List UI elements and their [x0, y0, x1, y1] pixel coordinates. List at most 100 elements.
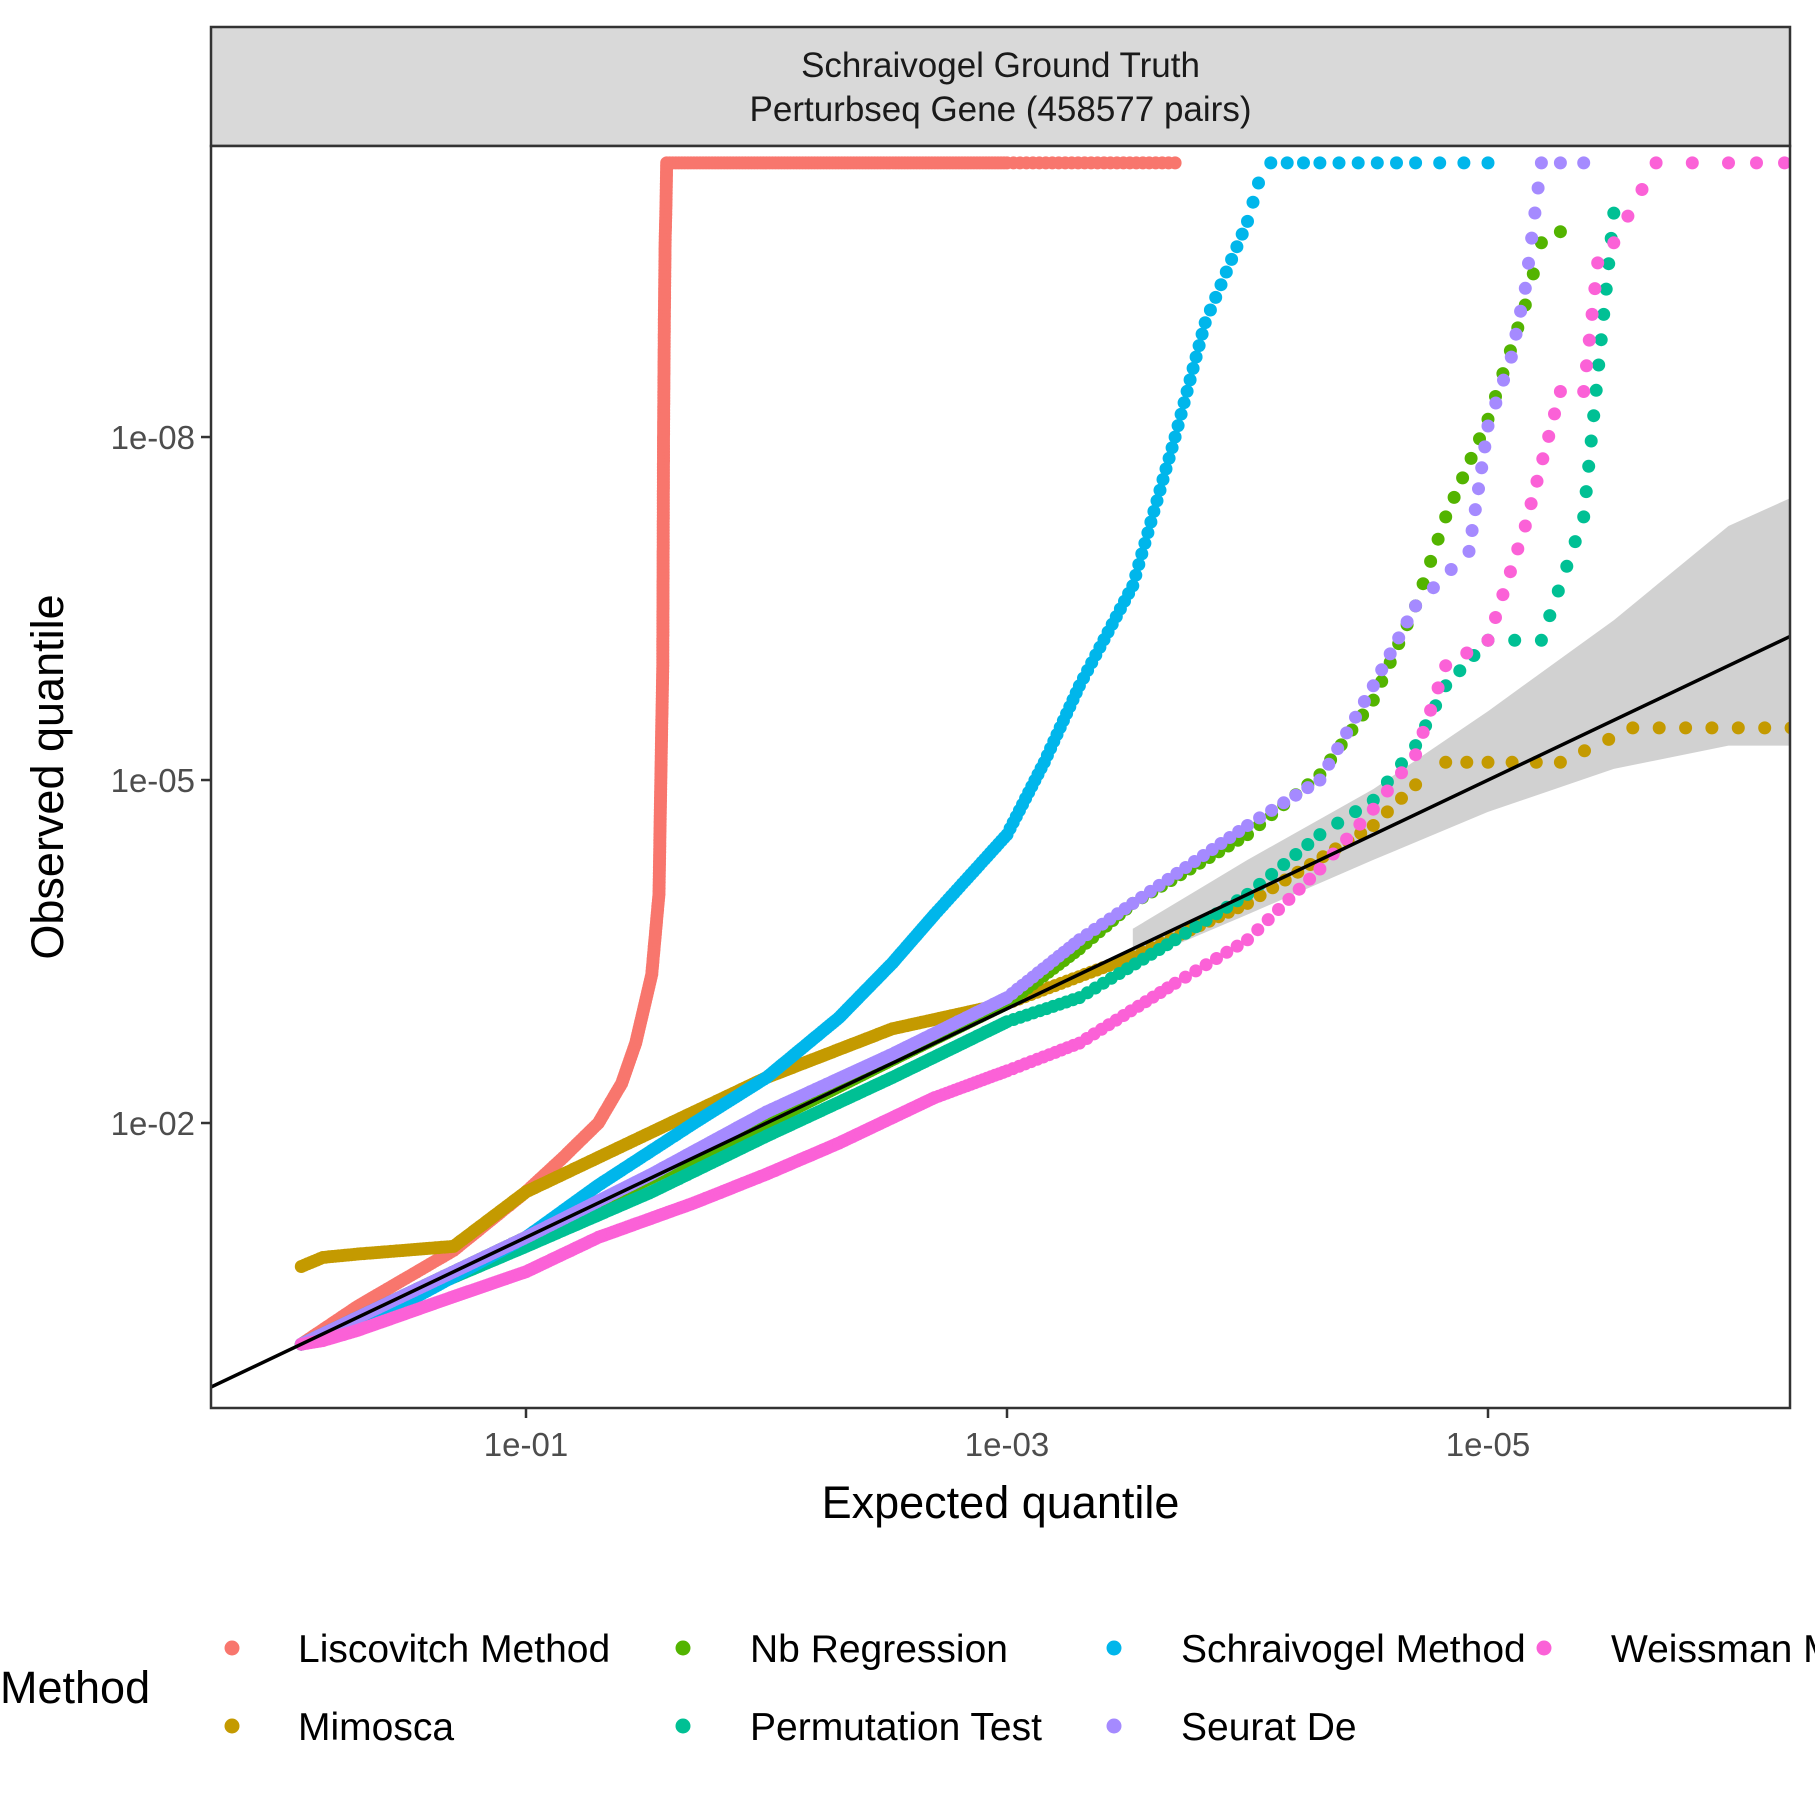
data-point	[1241, 933, 1254, 947]
data-point	[1349, 805, 1362, 819]
data-point	[1457, 156, 1471, 170]
data-point	[1530, 474, 1544, 488]
data-point	[1481, 156, 1495, 170]
data-point	[1534, 236, 1548, 250]
data-point	[1168, 430, 1182, 444]
data-point	[1241, 819, 1254, 832]
data-point	[1261, 913, 1275, 927]
data-point	[1597, 307, 1611, 321]
data-point	[1560, 559, 1574, 573]
data-point	[1409, 739, 1423, 753]
data-point	[1811, 721, 1815, 734]
legend-key	[224, 1640, 240, 1656]
data-point	[1580, 359, 1593, 373]
data-point	[1496, 588, 1510, 602]
data-point	[1439, 510, 1453, 524]
legend-title: Method	[0, 1662, 150, 1713]
data-point	[1168, 156, 1182, 170]
data-point	[1186, 361, 1200, 375]
x-axis-title: Expected quantile	[822, 1477, 1180, 1528]
data-point	[1366, 793, 1380, 807]
data-point	[1621, 209, 1635, 223]
y-tick-label: 1e-05	[111, 762, 195, 799]
y-tick-label: 1e-02	[111, 1105, 195, 1142]
data-point	[1150, 494, 1164, 508]
data-point	[1584, 434, 1598, 448]
data-point	[1313, 156, 1327, 170]
data-point	[1542, 429, 1556, 443]
data-point	[1750, 156, 1763, 170]
data-point	[1332, 156, 1346, 170]
data-point	[1265, 867, 1279, 881]
data-point	[1156, 473, 1170, 486]
data-point	[1220, 945, 1234, 959]
facet-title-line1: Schraivogel Ground Truth	[801, 46, 1200, 85]
data-point	[1524, 497, 1538, 511]
data-point	[1468, 503, 1482, 517]
data-point	[1174, 407, 1188, 421]
y-axis-title: Observed quantile	[22, 594, 73, 959]
data-point	[1192, 339, 1206, 353]
data-point	[1168, 976, 1182, 990]
legend-label: Mimosca	[298, 1706, 454, 1749]
data-point	[1331, 742, 1345, 756]
data-point	[1594, 333, 1608, 347]
data-point	[1578, 744, 1591, 758]
data-point	[1313, 828, 1327, 842]
data-point	[1301, 781, 1315, 795]
data-point	[1230, 939, 1244, 953]
data-point	[1189, 920, 1203, 934]
legend-item-nb-regression: Nb Regression	[675, 1628, 1008, 1671]
data-point	[1526, 267, 1540, 281]
legend-label: Nb Regression	[750, 1628, 1008, 1671]
data-point	[1731, 721, 1745, 735]
data-point	[1292, 882, 1306, 896]
data-point	[1241, 214, 1254, 228]
data-point	[1582, 333, 1596, 347]
y-axis: 1e-08 1e-05 1e-02	[111, 419, 211, 1142]
data-point	[1522, 256, 1535, 270]
data-point	[1758, 721, 1772, 735]
data-point	[1518, 281, 1532, 295]
data-point	[1431, 681, 1445, 695]
data-point	[1375, 663, 1389, 677]
legend-item-mimosca: Mimosca	[224, 1706, 454, 1749]
data-point	[1543, 609, 1557, 623]
data-point	[1135, 547, 1149, 561]
confidence-band-area	[1132, 498, 1790, 964]
data-point	[1531, 181, 1545, 195]
data-point	[1460, 755, 1474, 769]
data-point	[1409, 156, 1423, 170]
data-point	[1189, 964, 1203, 978]
data-point	[1591, 256, 1605, 270]
data-point	[1489, 611, 1502, 624]
data-point	[1277, 796, 1291, 810]
data-point	[1252, 176, 1265, 190]
data-point	[1626, 721, 1640, 735]
data-point	[1301, 838, 1315, 851]
data-point	[1322, 757, 1336, 771]
data-point	[1409, 599, 1423, 613]
legend-item-schraivogel-method: Schraivogel Method	[1106, 1628, 1526, 1671]
data-point	[1478, 440, 1492, 454]
data-point	[1481, 755, 1495, 769]
data-point	[1553, 385, 1567, 398]
data-point	[1313, 773, 1327, 787]
data-point	[1635, 183, 1649, 196]
data-point	[1380, 805, 1394, 819]
facet-title-line2: Perturbseq Gene (458577 pairs)	[750, 90, 1252, 129]
data-point	[1353, 817, 1367, 831]
data-point	[1705, 721, 1719, 735]
data-point	[1551, 584, 1565, 598]
data-point	[1536, 452, 1550, 466]
data-point	[1525, 231, 1539, 245]
data-point	[1138, 536, 1152, 550]
data-point	[1129, 568, 1143, 582]
data-point	[1178, 926, 1192, 940]
legend-key	[1106, 1640, 1122, 1656]
data-point	[1289, 848, 1303, 861]
data-point	[1806, 156, 1815, 169]
data-point	[1303, 872, 1317, 886]
data-point	[1589, 383, 1603, 397]
data-point	[1577, 156, 1591, 170]
